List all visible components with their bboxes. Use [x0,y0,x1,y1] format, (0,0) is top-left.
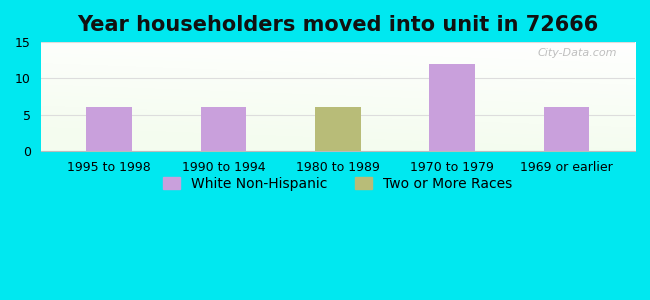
Bar [315,107,361,151]
Bar [543,107,590,151]
Bar [86,107,132,151]
Text: City-Data.com: City-Data.com [538,48,617,58]
Bar [429,64,475,151]
Title: Year householders moved into unit in 72666: Year householders moved into unit in 726… [77,15,599,35]
Legend: White Non-Hispanic, Two or More Races: White Non-Hispanic, Two or More Races [158,171,518,196]
Bar [201,107,246,151]
